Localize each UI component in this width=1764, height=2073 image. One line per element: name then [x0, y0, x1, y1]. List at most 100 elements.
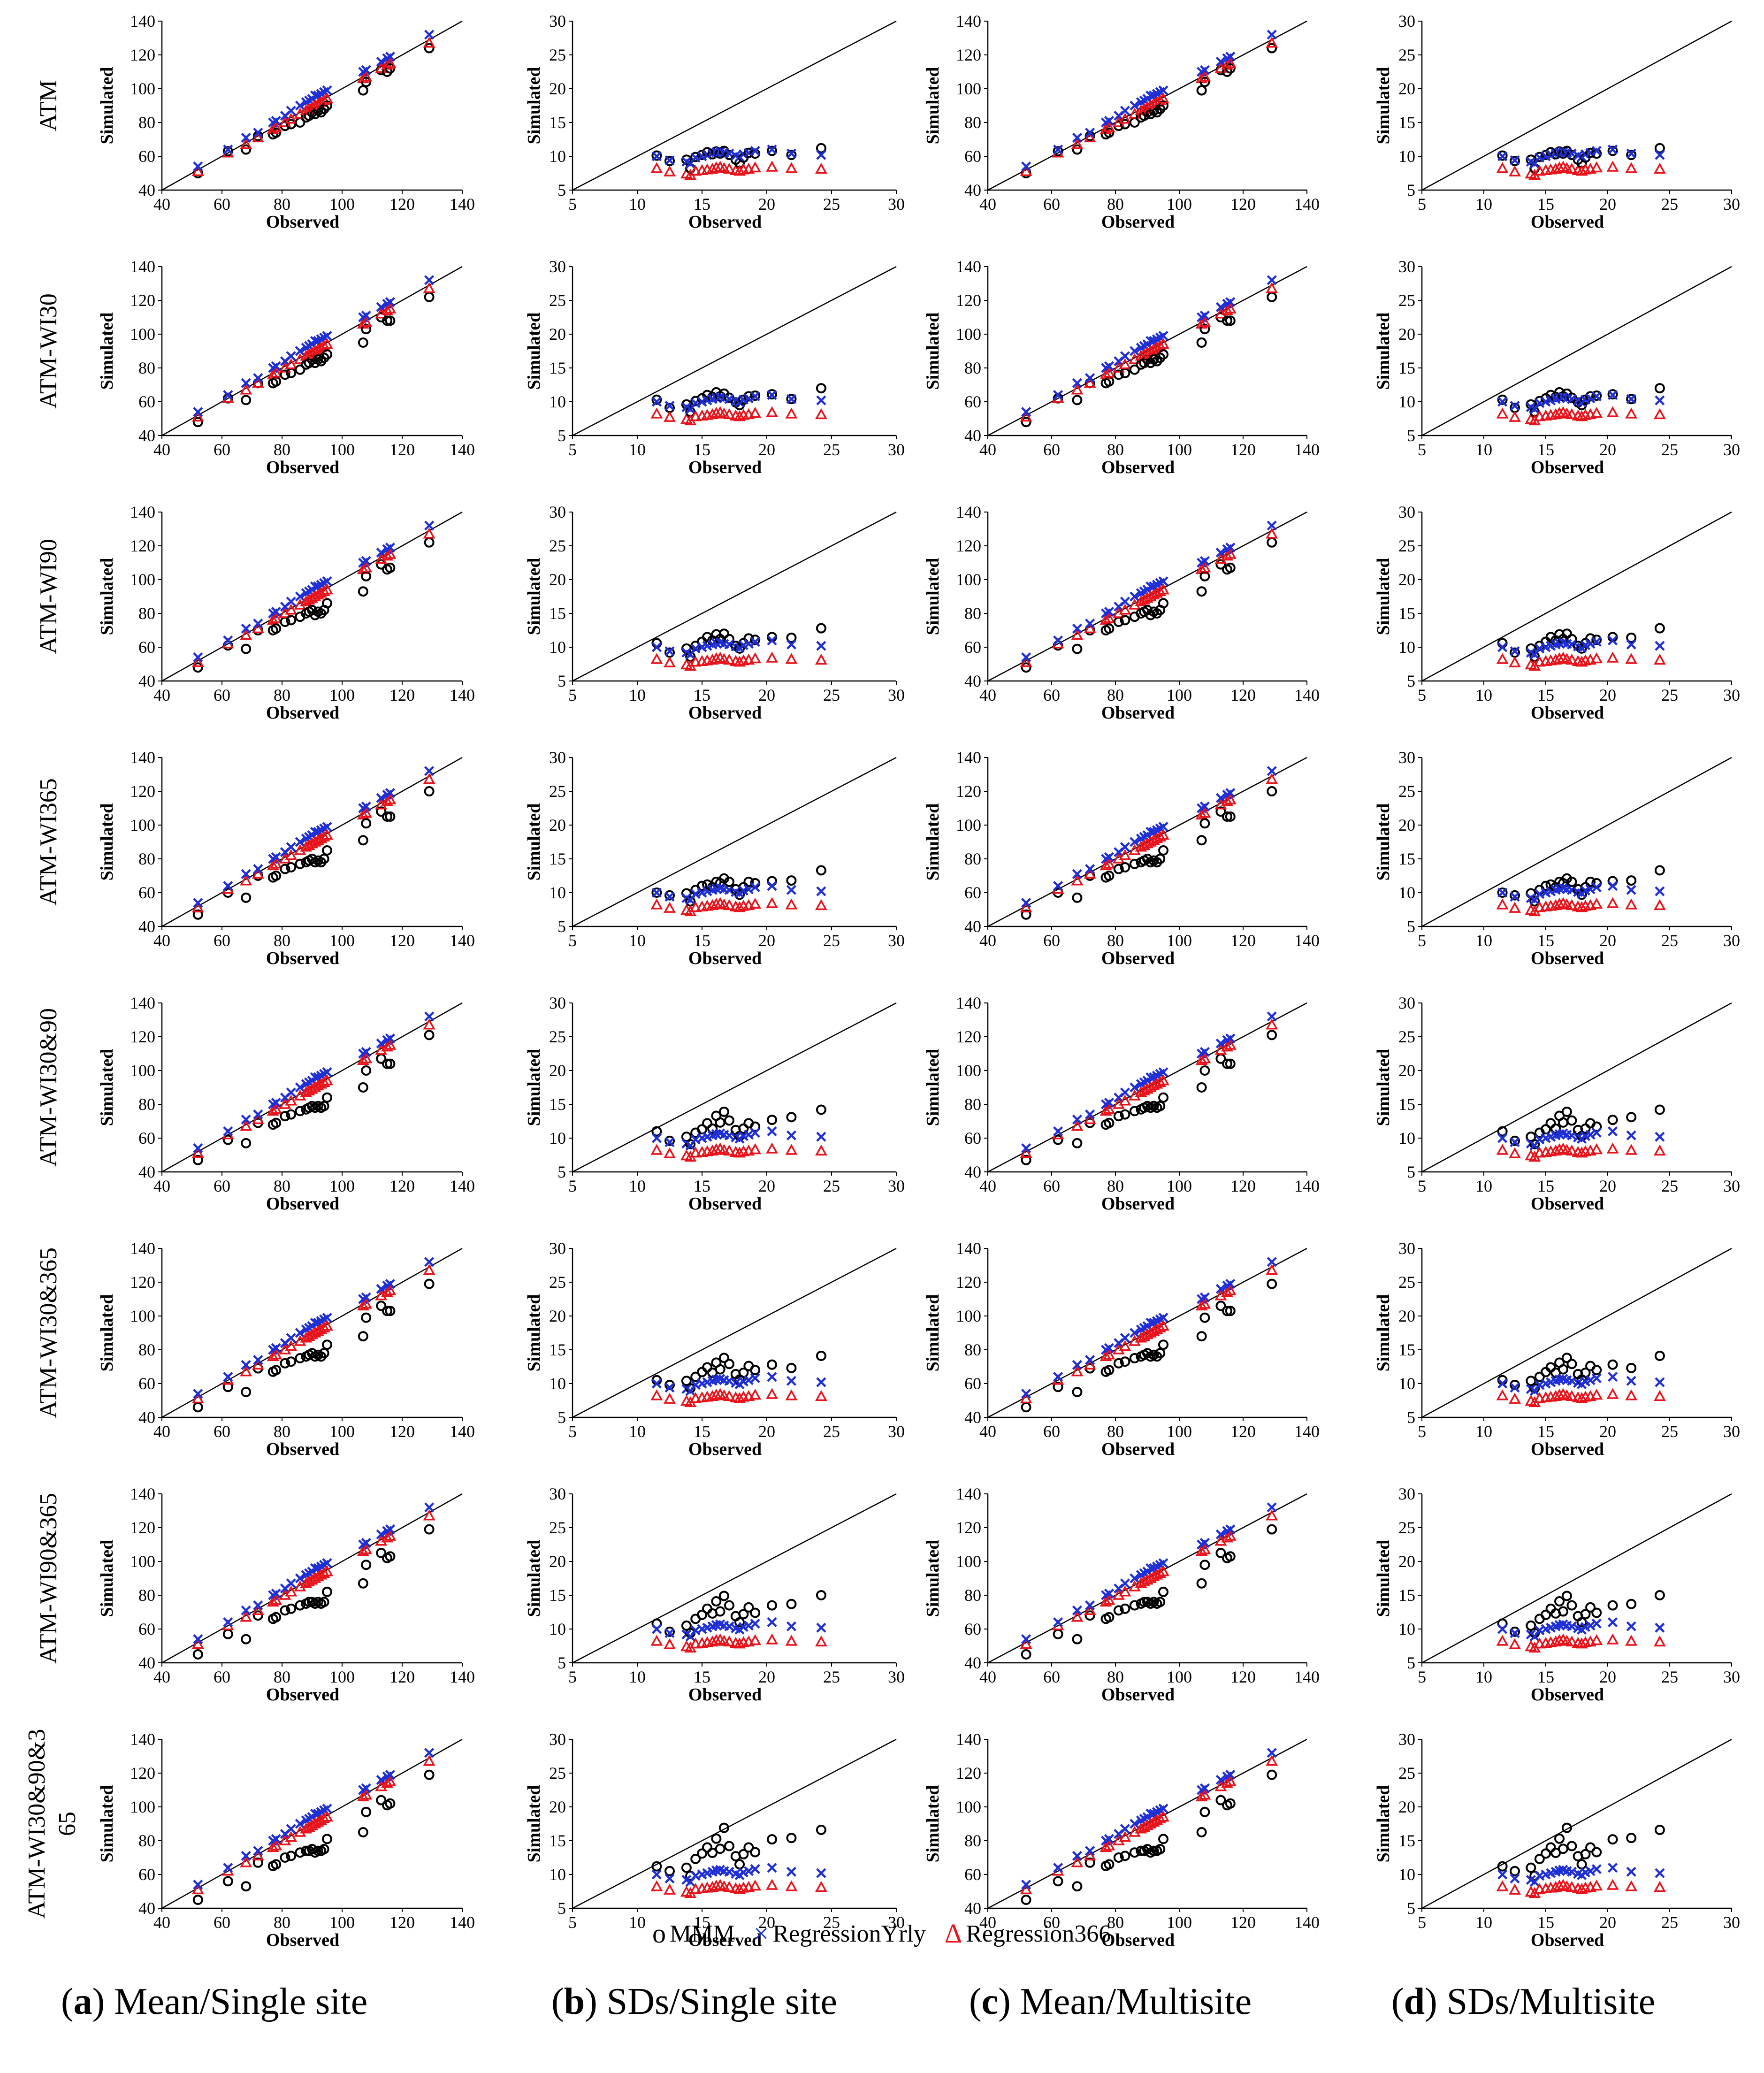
point-regression-yrly [295, 346, 305, 356]
y-tick-label: 20 [1398, 79, 1415, 98]
point-mmm [358, 1082, 368, 1093]
y-tick-label: 5 [557, 1163, 566, 1181]
y-tick-label: 30 [549, 12, 566, 31]
y-axis-title: Simulated [524, 1294, 544, 1372]
point-regression366 [1157, 1810, 1169, 1822]
x-axis-title: Observed [688, 1439, 762, 1459]
x-tick-label: 100 [1167, 440, 1192, 459]
point-regression-yrly [651, 1869, 662, 1880]
point-regression366 [1550, 408, 1562, 420]
y-axis-title: Simulated [97, 1785, 117, 1863]
point-regression-yrly [786, 639, 797, 650]
point-regression366 [815, 1881, 827, 1892]
x-axis-title: Observed [1101, 1194, 1175, 1214]
x-tick-label: 80 [1107, 195, 1124, 214]
x-tick-label: 5 [568, 686, 577, 704]
point-regression-yrly [1072, 1605, 1082, 1615]
x-tick-label: 15 [694, 1913, 710, 1932]
y-tick-label: 25 [1398, 536, 1415, 555]
y-tick-label: 100 [956, 79, 981, 98]
point-mmm [280, 1605, 290, 1616]
point-regression-yrly [651, 1624, 662, 1634]
point-mmm [724, 150, 734, 161]
point-mmm [376, 559, 387, 570]
point-regression-yrly [816, 1132, 826, 1142]
x-axis-title: Observed [1101, 458, 1175, 477]
x-tick-label: 60 [214, 440, 230, 459]
point-regression366 [1590, 1634, 1603, 1645]
y-tick-label: 140 [130, 994, 155, 1012]
point-regression-yrly [1199, 1047, 1210, 1057]
point-regression-yrly [424, 275, 435, 285]
y-tick-label: 15 [1398, 849, 1415, 868]
point-regression-yrly [1225, 1033, 1236, 1044]
point-mmm [1120, 119, 1130, 130]
point-regression366 [1020, 1147, 1032, 1158]
y-tick-label: 5 [1407, 1899, 1415, 1918]
point-regression366 [423, 1264, 435, 1275]
x-axis-title: Observed [266, 1439, 339, 1459]
point-regression-yrly [361, 1783, 371, 1793]
y-tick-label: 15 [1398, 604, 1415, 623]
point-regression366 [1199, 561, 1211, 573]
point-regression-yrly [767, 881, 777, 891]
point-mmm [1626, 1833, 1637, 1844]
point-regression-yrly [295, 1819, 305, 1829]
point-regression366 [815, 1390, 827, 1401]
point-mmm [376, 1795, 387, 1805]
point-regression366 [689, 1392, 702, 1403]
y-tick-label: 30 [549, 257, 566, 276]
y-tick-label: 15 [1398, 1586, 1415, 1605]
y-tick-label: 40 [138, 426, 155, 445]
point-regression366 [1199, 316, 1211, 327]
point-regression-yrly [1497, 397, 1508, 407]
point-regression-yrly [743, 1130, 754, 1140]
point-regression366 [1550, 899, 1562, 910]
point-regression366 [1119, 849, 1131, 860]
y-tick-label: 40 [964, 1653, 981, 1672]
y-tick-label: 60 [964, 1865, 981, 1884]
y-axis-title: Simulated [1374, 67, 1393, 145]
point-regression-yrly [1607, 1126, 1618, 1137]
point-regression-yrly [1607, 390, 1618, 400]
point-regression366 [1533, 165, 1546, 176]
point-mmm [690, 1853, 701, 1864]
point-mmm [1267, 1524, 1277, 1535]
point-mmm [1196, 835, 1207, 846]
point-regression366 [1154, 1567, 1167, 1578]
point-regression-yrly [743, 1866, 754, 1876]
point-mmm [651, 887, 662, 898]
point-regression366 [650, 1635, 663, 1646]
point-mmm [1607, 389, 1618, 400]
y-tick-label: 100 [130, 1061, 155, 1080]
point-mmm [241, 144, 252, 155]
point-regression366 [191, 901, 204, 913]
point-regression366 [381, 795, 393, 806]
y-tick-label: 60 [138, 392, 155, 411]
x-tick-label: 120 [389, 440, 415, 459]
point-mmm [1120, 862, 1130, 872]
point-mmm [361, 1560, 372, 1570]
point-regression366 [191, 1637, 204, 1649]
point-regression366 [267, 1841, 279, 1852]
point-regression-yrly [322, 1067, 332, 1078]
point-regression-yrly [1158, 1067, 1168, 1078]
legend: o MMM × RegressionYrly Δ Regression366 [652, 1917, 1215, 1950]
point-mmm [651, 150, 662, 161]
point-regression366 [191, 656, 204, 667]
x-tick-label: 80 [1107, 1177, 1124, 1195]
point-regression-yrly [651, 151, 662, 161]
y-tick-label: 5 [557, 426, 566, 445]
point-regression366 [1625, 1144, 1638, 1155]
point-regression366 [1221, 549, 1233, 561]
point-mmm [1225, 1306, 1236, 1316]
point-regression-yrly [1591, 636, 1602, 647]
point-mmm [1215, 806, 1226, 817]
y-tick-label: 120 [956, 291, 981, 310]
point-mmm [1654, 865, 1665, 876]
point-regression-yrly [1053, 390, 1063, 400]
point-mmm [1510, 156, 1520, 167]
y-tick-label: 140 [956, 1730, 981, 1749]
point-mmm [1155, 854, 1166, 864]
